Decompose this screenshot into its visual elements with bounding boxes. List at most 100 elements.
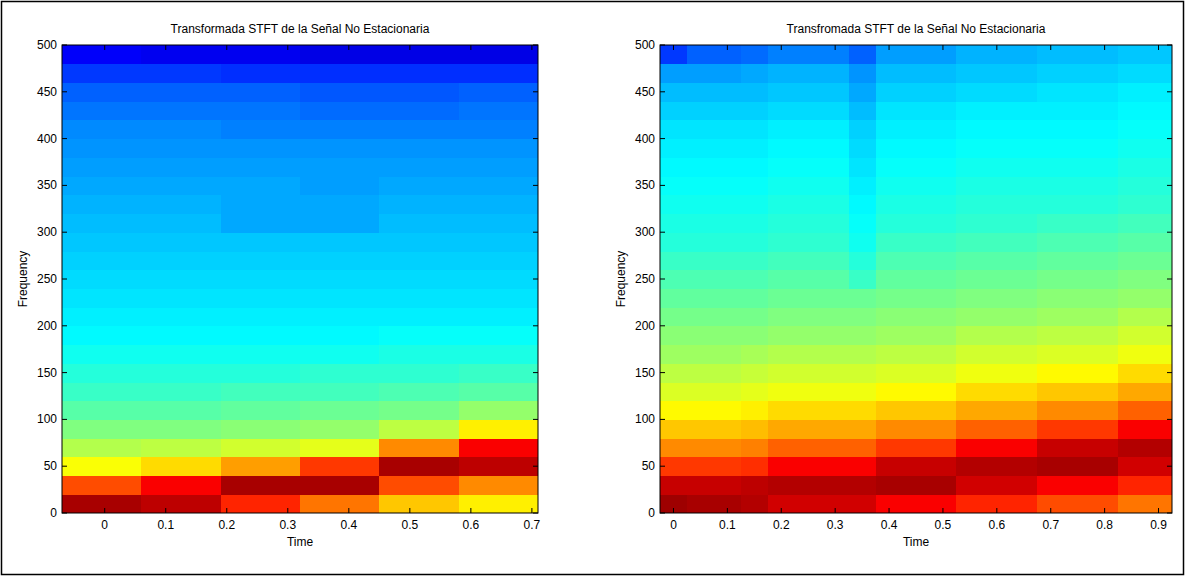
heatmap-cell: [741, 270, 769, 289]
x-tick-top: [727, 45, 728, 50]
y-tick: [660, 45, 665, 46]
heatmap-cell: [822, 438, 850, 457]
heatmap-cell: [849, 307, 877, 326]
heatmap-cell: [741, 101, 769, 120]
heatmap-cell: [1091, 195, 1119, 214]
heatmap-cell: [221, 139, 301, 158]
heatmap-cell: [300, 251, 380, 270]
heatmap-cell: [1118, 157, 1146, 176]
heatmap-cell: [687, 270, 715, 289]
heatmap-cell: [822, 251, 850, 270]
heatmap-cell: [62, 345, 142, 364]
heatmap-cell: [687, 82, 715, 101]
heatmap-cell: [1118, 232, 1146, 251]
heatmap-cell: [1145, 213, 1172, 232]
heatmap-cell: [687, 195, 715, 214]
heatmap-cell: [849, 251, 877, 270]
heatmap-cell: [795, 457, 823, 476]
heatmap-cell: [876, 382, 904, 401]
heatmap-cell: [660, 270, 688, 289]
heatmap-cell: [459, 419, 538, 438]
heatmap-cell: [903, 82, 931, 101]
heatmap-cell: [903, 139, 931, 158]
heatmap-cell: [1145, 195, 1172, 214]
heatmap-cell: [983, 345, 1011, 364]
heatmap-cell: [929, 326, 957, 345]
heatmap-cell: [141, 232, 221, 251]
heatmap-cell: [956, 232, 984, 251]
heatmap-cell: [62, 476, 142, 495]
heatmap-cell: [1010, 270, 1038, 289]
heatmap-cell: [687, 232, 715, 251]
heatmap-cell: [1145, 45, 1172, 64]
heatmap-cell: [1145, 157, 1172, 176]
heatmap-cell: [379, 232, 459, 251]
heatmap-cell: [849, 101, 877, 120]
heatmap-cell: [1064, 213, 1092, 232]
heatmap-cell: [876, 195, 904, 214]
heatmap-cell: [768, 401, 796, 420]
x-tick-label: 0.7: [524, 518, 541, 532]
heatmap-cell: [141, 157, 221, 176]
heatmap-cell: [956, 419, 984, 438]
y-tick: [660, 466, 665, 467]
heatmap-cell: [929, 120, 957, 139]
heatmap-cell: [714, 82, 742, 101]
heatmap-cell: [300, 401, 380, 420]
heatmap-cell: [983, 270, 1011, 289]
heatmap-cell: [62, 101, 142, 120]
heatmap-cell: [876, 438, 904, 457]
heatmap-cell: [660, 251, 688, 270]
heatmap-cell: [822, 401, 850, 420]
heatmap-cell: [687, 139, 715, 158]
chart-title: Transfromada STFT de la Señal No Estacio…: [787, 22, 1046, 36]
heatmap-cell: [221, 120, 301, 139]
heatmap-cell: [795, 363, 823, 382]
heatmap-cell: [1145, 288, 1172, 307]
heatmap-cell: [849, 438, 877, 457]
heatmap-cell: [1091, 120, 1119, 139]
heatmap-cell: [983, 101, 1011, 120]
heatmap-cell: [1145, 64, 1172, 83]
heatmap-cell: [459, 139, 538, 158]
heatmap-cell: [983, 476, 1011, 495]
heatmap-cell: [1064, 476, 1092, 495]
y-tick: [62, 91, 67, 92]
heatmap-cell: [1064, 401, 1092, 420]
heatmap-cell: [768, 307, 796, 326]
x-tick: [1104, 508, 1105, 513]
x-tick-label: 0.2: [218, 518, 235, 532]
heatmap-cell: [62, 82, 142, 101]
heatmap-cell: [1118, 326, 1146, 345]
heatmap-cell: [714, 139, 742, 158]
panel: 00.10.20.30.40.50.60.7050100150200250300…: [16, 22, 541, 549]
heatmap-cell: [876, 176, 904, 195]
y-tick: [660, 419, 665, 420]
heatmap-cell: [141, 120, 221, 139]
heatmap-cell: [768, 288, 796, 307]
heatmap-cell: [795, 120, 823, 139]
heatmap-cell: [849, 476, 877, 495]
heatmap-cell: [141, 494, 221, 513]
heatmap-cell: [459, 251, 538, 270]
heatmap-cell: [1091, 326, 1119, 345]
heatmap-cell: [221, 326, 301, 345]
heatmap-cell: [1145, 438, 1172, 457]
x-tick-label: 0.1: [719, 518, 736, 532]
heatmap-cell: [300, 64, 380, 83]
y-tick-label: 400: [37, 132, 57, 146]
y-tick-right: [1167, 232, 1172, 233]
heatmap-cell: [459, 45, 538, 64]
heatmap-cell: [956, 64, 984, 83]
heatmap-cell: [1037, 232, 1065, 251]
heatmap-cell: [876, 232, 904, 251]
heatmap-cell: [221, 494, 301, 513]
heatmap-cell: [1010, 345, 1038, 364]
heatmap-cell: [1037, 120, 1065, 139]
y-tick-label: 250: [37, 272, 57, 286]
heatmap-cell: [1145, 251, 1172, 270]
heatmap-cell: [929, 476, 957, 495]
x-tick-top: [226, 45, 227, 50]
heatmap-cell: [1118, 345, 1146, 364]
heatmap-cell: [1091, 382, 1119, 401]
